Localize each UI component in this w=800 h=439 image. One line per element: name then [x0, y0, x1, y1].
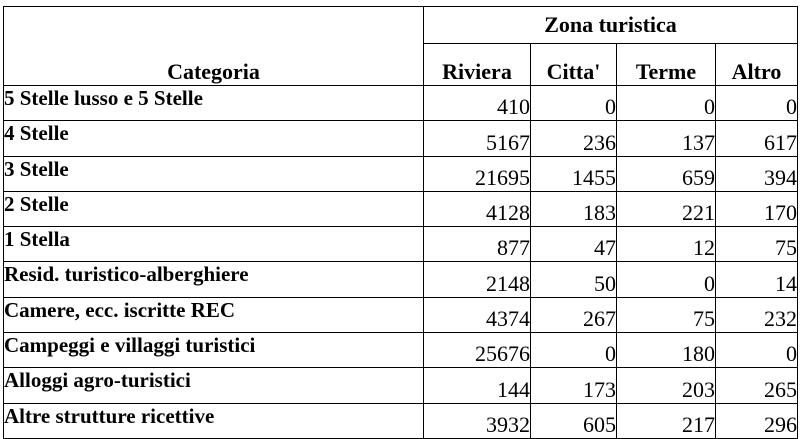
row-category: 1 Stella [3, 226, 424, 263]
table-row: 3 Stelle 21695 1455 659 394 [3, 155, 798, 192]
cell-riviera: 410 [423, 84, 531, 122]
cell-citta: 0 [530, 332, 617, 369]
row-category: Camere, ecc. iscritte REC [3, 296, 424, 334]
cell-altro: 394 [715, 155, 798, 192]
table-row: Resid. turistico-alberghiere 2148 50 0 1… [3, 261, 798, 298]
cell-citta: 0 [530, 84, 617, 122]
cell-altro: 170 [715, 190, 798, 228]
cell-terme: 75 [616, 296, 716, 334]
cell-citta: 173 [530, 367, 617, 404]
table-row: Alloggi agro-turistici 144 173 203 265 [3, 367, 798, 404]
cell-citta: 236 [530, 120, 617, 157]
cell-terme: 659 [616, 155, 716, 192]
cell-terme: 0 [616, 84, 716, 122]
table-row: Altre strutture ricettive 3932 605 217 2… [3, 402, 798, 439]
accommodation-table: Categoria Zona turistica Riviera Citta' … [3, 6, 798, 439]
cell-terme: 203 [616, 367, 716, 404]
cell-riviera: 877 [423, 226, 531, 263]
cell-citta: 183 [530, 190, 617, 228]
cell-citta: 50 [530, 261, 617, 298]
cell-riviera: 25676 [423, 332, 531, 369]
cell-riviera: 5167 [423, 120, 531, 157]
cell-terme: 180 [616, 332, 716, 369]
table-row: 2 Stelle 4128 183 221 170 [3, 190, 798, 228]
cell-terme: 217 [616, 402, 716, 439]
row-category: 4 Stelle [3, 120, 424, 157]
cell-citta: 605 [530, 402, 617, 439]
row-category: Campeggi e villaggi turistici [3, 332, 424, 369]
header-row-group: Categoria Zona turistica [3, 6, 798, 86]
table-row: 5 Stelle lusso e 5 Stelle 410 0 0 0 [3, 84, 798, 122]
table-row: Camere, ecc. iscritte REC 4374 267 75 23… [3, 296, 798, 334]
cell-riviera: 144 [423, 367, 531, 404]
column-header-citta: Citta' [530, 43, 617, 86]
cell-altro: 617 [715, 120, 798, 157]
row-category: 5 Stelle lusso e 5 Stelle [3, 84, 424, 122]
cell-citta: 47 [530, 226, 617, 263]
cell-terme: 12 [616, 226, 716, 263]
cell-altro: 265 [715, 367, 798, 404]
cell-riviera: 21695 [423, 155, 531, 192]
cell-terme: 137 [616, 120, 716, 157]
column-header-terme: Terme [616, 43, 716, 86]
row-category: 3 Stelle [3, 155, 424, 192]
cell-riviera: 4374 [423, 296, 531, 334]
row-category: Resid. turistico-alberghiere [3, 261, 424, 298]
category-header: Categoria [3, 6, 424, 86]
zone-group-header: Zona turistica [423, 6, 798, 44]
cell-citta: 267 [530, 296, 617, 334]
table-row: 4 Stelle 5167 236 137 617 [3, 120, 798, 157]
row-category: 2 Stelle [3, 190, 424, 228]
cell-riviera: 4128 [423, 190, 531, 228]
cell-altro: 14 [715, 261, 798, 298]
column-header-altro: Altro [715, 43, 798, 86]
row-category: Alloggi agro-turistici [3, 367, 424, 404]
cell-altro: 75 [715, 226, 798, 263]
cell-altro: 0 [715, 84, 798, 122]
cell-terme: 0 [616, 261, 716, 298]
table-row: 1 Stella 877 47 12 75 [3, 226, 798, 263]
row-category: Altre strutture ricettive [3, 402, 424, 439]
cell-altro: 0 [715, 332, 798, 369]
cell-riviera: 3932 [423, 402, 531, 439]
cell-altro: 232 [715, 296, 798, 334]
cell-riviera: 2148 [423, 261, 531, 298]
column-header-riviera: Riviera [423, 43, 531, 86]
cell-citta: 1455 [530, 155, 617, 192]
table-row: Campeggi e villaggi turistici 25676 0 18… [3, 332, 798, 369]
cell-altro: 296 [715, 402, 798, 439]
cell-terme: 221 [616, 190, 716, 228]
